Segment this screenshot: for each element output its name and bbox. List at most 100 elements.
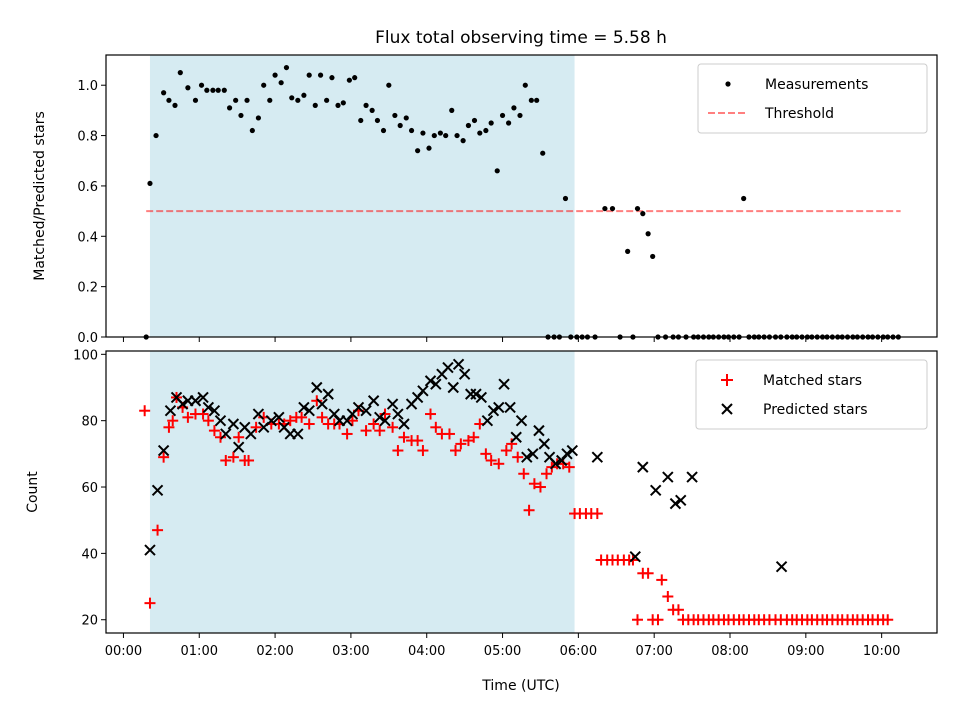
predicted-star-point — [549, 458, 562, 470]
matched-star-point — [480, 448, 492, 460]
measurement-point — [374, 117, 381, 124]
count-marks — [139, 358, 894, 626]
predicted-star-point — [591, 451, 604, 463]
measurement-point — [244, 97, 250, 103]
measurement-point — [386, 82, 392, 88]
predicted-star-point — [176, 398, 189, 410]
matched-star-point — [534, 481, 546, 493]
measurement-point — [210, 87, 216, 93]
measurement-point — [278, 80, 284, 86]
predicted-star-point — [498, 378, 510, 390]
measurement-point — [437, 130, 443, 136]
predicted-star-point — [475, 391, 488, 404]
predicted-legend-label: Predicted stars — [763, 402, 868, 418]
y-tick-label: 1.0 — [77, 79, 98, 94]
measurement-point — [272, 72, 278, 78]
measurement-point — [283, 64, 290, 71]
measurement-point — [346, 77, 352, 83]
axes-frame — [105, 54, 938, 338]
ratio-legend: Measurements Threshold — [697, 63, 928, 134]
y-tick-label: 0.8 — [77, 130, 98, 145]
predicted-star-point — [775, 560, 788, 573]
y-tick-label: 40 — [81, 547, 98, 562]
matched-star-point — [144, 597, 156, 609]
predicted-star-point — [504, 401, 516, 414]
matched-star-point — [220, 454, 232, 466]
predicted-star-point — [367, 395, 380, 407]
predicted-star-point — [164, 405, 177, 417]
matched-star-point — [412, 435, 424, 447]
measurement-point — [261, 82, 267, 88]
predicted-star-point — [214, 414, 227, 427]
measurement-point — [161, 90, 167, 96]
matched-star-point — [139, 405, 151, 417]
predicted-star-point — [360, 405, 372, 417]
x-tick-label: 09:00 — [787, 644, 824, 659]
y-tick-label: 100 — [73, 348, 98, 363]
matched-star-point — [182, 411, 194, 423]
x-tick-label: 10:00 — [863, 644, 900, 659]
matched-star-point — [379, 408, 391, 420]
predicted-star-point — [292, 428, 304, 440]
measurement-point — [625, 248, 631, 254]
measurement-point — [177, 70, 183, 76]
y-tick-label: 0.4 — [77, 230, 98, 245]
predicted-star-point — [252, 408, 265, 420]
matched-star-point — [398, 431, 410, 443]
predicted-star-point — [298, 401, 310, 414]
measurements-legend-label: Measurements — [765, 77, 868, 93]
measurement-point — [528, 97, 534, 103]
measurement-point — [454, 132, 460, 139]
predicted-star-point — [202, 401, 215, 414]
predicted-star-point — [452, 358, 465, 370]
threshold-legend-label: Threshold — [764, 106, 834, 122]
measurement-point — [233, 97, 239, 103]
matched-star-point — [672, 604, 684, 616]
x-tick-label: 06:00 — [560, 644, 597, 659]
x-tick-label: 04:00 — [408, 644, 445, 659]
predicted-star-point — [273, 411, 285, 424]
predicted-star-point — [311, 381, 323, 394]
measurement-point — [562, 195, 569, 202]
ratio-panel: 0.0 0.2 0.4 0.6 0.8 1.0 Matched/Predicted sta… — [32, 54, 938, 346]
predicted-star-point — [669, 497, 682, 510]
measurement-point — [226, 105, 233, 111]
y-tick-label: 0.6 — [77, 180, 98, 195]
predicted-star-point — [637, 461, 649, 473]
matched-star-point — [455, 438, 467, 450]
measurement-point — [335, 102, 341, 108]
measurement-point — [369, 107, 375, 113]
measurement-point — [358, 117, 364, 124]
matched-star-point — [443, 428, 455, 440]
predicted-star-point — [265, 414, 277, 427]
measurement-point — [192, 97, 199, 103]
measurement-point — [172, 102, 178, 108]
matched-star-point — [662, 591, 674, 603]
predicted-star-point — [424, 375, 437, 387]
matched-star-point — [541, 468, 553, 480]
measurement-point — [426, 145, 432, 151]
measurement-point — [317, 72, 324, 78]
measurement-point — [488, 120, 494, 126]
predicted-star-point — [379, 414, 391, 427]
count-legend: Matched stars Predicted stars — [695, 359, 928, 430]
x-tick-label: 00:00 — [105, 644, 142, 659]
measurement-point — [324, 97, 330, 103]
axes-frame — [105, 350, 938, 634]
matched-star-point — [485, 454, 497, 466]
predicted-star-point — [197, 391, 209, 404]
measurement-point — [483, 127, 489, 134]
measurement-point — [363, 102, 369, 108]
matched-star-point — [591, 508, 603, 520]
predicted-star-point — [561, 448, 573, 460]
matched-star-point — [656, 574, 668, 586]
x-tick-label: 05:00 — [484, 644, 521, 659]
measurement-point — [741, 195, 747, 202]
predicted-star-point — [515, 414, 528, 427]
ratio-observing-window — [149, 55, 575, 337]
x-axis-label: Time (UTC) — [481, 678, 559, 694]
ratio-ylabel: Matched/Predicted stars — [32, 111, 48, 281]
measurement-point — [147, 180, 153, 187]
predicted-star-point — [232, 441, 245, 453]
